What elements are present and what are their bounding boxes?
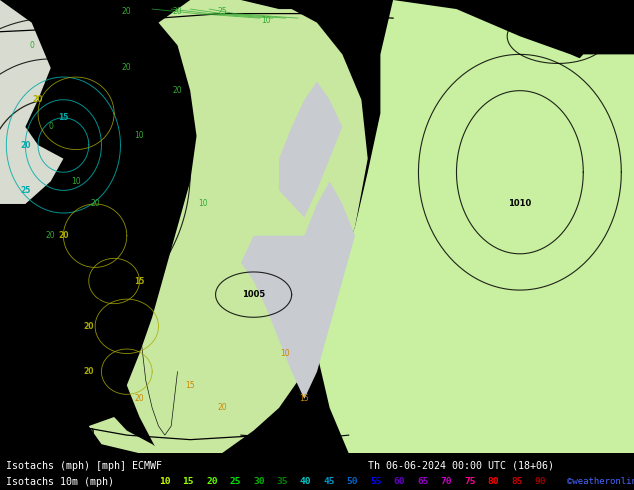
Text: 1015: 1015	[547, 32, 569, 41]
Text: Isotachs (mph) [mph] ECMWF: Isotachs (mph) [mph] ECMWF	[6, 461, 162, 470]
Polygon shape	[0, 0, 63, 204]
Text: 20: 20	[172, 86, 183, 95]
Text: 1005: 1005	[77, 299, 100, 308]
Text: 20: 20	[122, 6, 132, 16]
Polygon shape	[178, 9, 368, 453]
Text: 55: 55	[370, 477, 382, 487]
Text: 995: 995	[42, 199, 60, 208]
Text: 25: 25	[230, 477, 241, 487]
Text: 90: 90	[534, 477, 546, 487]
Text: ©weatheronline.co.uk: ©weatheronline.co.uk	[567, 477, 634, 487]
Text: 20: 20	[134, 394, 145, 403]
Text: 25: 25	[217, 6, 227, 16]
Text: 1010: 1010	[508, 199, 531, 208]
Text: 20: 20	[46, 231, 56, 240]
Text: 20: 20	[20, 141, 30, 149]
Text: 15: 15	[58, 113, 68, 122]
Text: 30: 30	[253, 477, 264, 487]
Text: 10: 10	[134, 131, 145, 141]
Text: 20: 20	[90, 199, 100, 208]
Text: 20: 20	[206, 477, 217, 487]
Polygon shape	[127, 0, 279, 453]
Polygon shape	[89, 417, 165, 453]
Text: 20: 20	[122, 64, 132, 73]
Text: 1010: 1010	[293, 423, 316, 433]
Text: 1000: 1000	[147, 168, 170, 177]
Text: Th 06-06-2024 00:00 UTC (18+06): Th 06-06-2024 00:00 UTC (18+06)	[368, 461, 553, 470]
Text: 50: 50	[347, 477, 358, 487]
Text: 20: 20	[217, 403, 227, 413]
Text: 20: 20	[58, 231, 68, 240]
Text: 10: 10	[159, 477, 171, 487]
Text: 15: 15	[185, 381, 195, 390]
Polygon shape	[241, 181, 355, 399]
Text: 15: 15	[299, 394, 309, 403]
Polygon shape	[456, 54, 634, 453]
Text: 75: 75	[464, 477, 476, 487]
Text: 0: 0	[48, 122, 53, 131]
Text: 25: 25	[20, 186, 30, 195]
Text: 1010: 1010	[71, 428, 94, 437]
Text: 1000: 1000	[65, 11, 87, 20]
Text: 70: 70	[441, 477, 452, 487]
Text: 60: 60	[394, 477, 405, 487]
Polygon shape	[317, 0, 634, 453]
Text: 40: 40	[300, 477, 311, 487]
Text: 20: 20	[172, 6, 183, 16]
Text: 35: 35	[276, 477, 288, 487]
Text: 65: 65	[417, 477, 429, 487]
Text: 20: 20	[33, 95, 43, 104]
Text: 1005: 1005	[242, 290, 265, 299]
Text: 20: 20	[84, 367, 94, 376]
Text: 20: 20	[84, 322, 94, 331]
Text: 15: 15	[134, 276, 145, 286]
Text: 0: 0	[29, 41, 34, 50]
Text: 85: 85	[511, 477, 522, 487]
Text: 10: 10	[261, 16, 271, 24]
Text: 80: 80	[488, 477, 499, 487]
Text: 10: 10	[198, 199, 208, 208]
Text: 45: 45	[323, 477, 335, 487]
Text: Isotachs 10m (mph): Isotachs 10m (mph)	[6, 477, 114, 487]
Text: 15: 15	[183, 477, 194, 487]
Text: 10: 10	[71, 177, 81, 186]
Text: 10: 10	[280, 349, 290, 358]
Polygon shape	[279, 82, 342, 218]
